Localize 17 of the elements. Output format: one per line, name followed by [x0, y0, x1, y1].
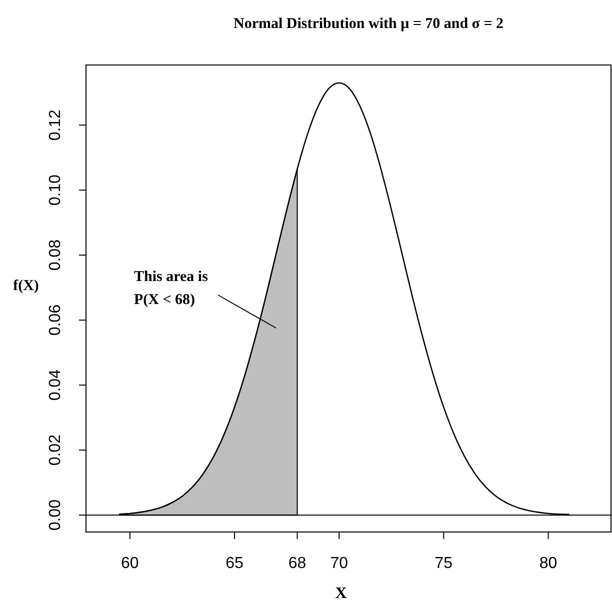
x-tick-label: 70: [330, 555, 348, 572]
x-tick-label: 80: [539, 555, 558, 572]
y-tick-label: 0.12: [47, 109, 64, 141]
x-axis-title: X: [335, 585, 348, 600]
y-tick-label: 0.06: [47, 304, 64, 336]
y-tick-label: 0.10: [47, 174, 64, 206]
y-tick-label: 0.02: [47, 434, 64, 466]
y-tick-label: 0.04: [47, 369, 64, 401]
chart-title: Normal Distribution with μ = 70 and σ = 2: [233, 16, 504, 32]
y-tick-label: 0.00: [47, 499, 64, 531]
y-tick-label: 0.08: [47, 239, 64, 271]
annotation: This area is P(X < 68): [134, 269, 208, 308]
x-tick-label: 65: [226, 555, 244, 572]
y-axis-title: f(X): [13, 278, 39, 294]
x-tick-label: 75: [434, 555, 453, 572]
x-tick-label: 68: [288, 555, 306, 572]
x-tick-label: 60: [121, 555, 139, 572]
